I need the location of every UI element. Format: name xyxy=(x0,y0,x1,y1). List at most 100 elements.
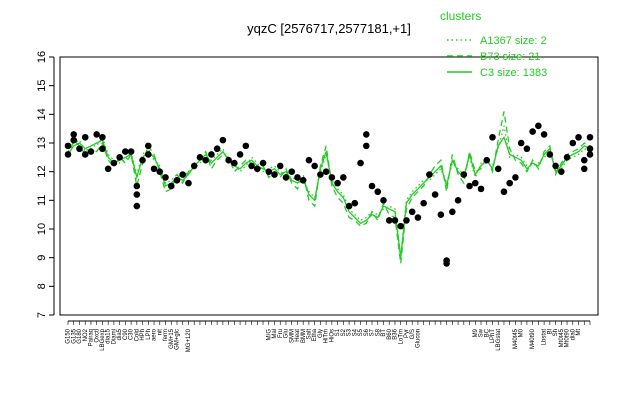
data-point xyxy=(477,185,485,193)
data-point xyxy=(403,217,410,224)
x-tick-label: B60 xyxy=(387,328,393,339)
x-tick-label: Sw xyxy=(479,328,485,337)
data-point xyxy=(368,182,376,190)
x-tick-label: BC xyxy=(484,328,490,337)
x-tick-label: HiOs xyxy=(329,329,335,342)
data-point xyxy=(64,151,72,158)
series-line xyxy=(67,111,591,264)
data-point xyxy=(156,168,164,175)
data-point xyxy=(586,145,594,153)
data-point xyxy=(569,139,577,147)
data-point xyxy=(185,179,192,187)
x-tick-label: Lbstat xyxy=(542,329,548,346)
x-tick-label: GM+glc xyxy=(175,329,181,350)
data-point xyxy=(460,171,468,178)
x-tick-label: dia15 xyxy=(106,328,112,343)
data-point xyxy=(500,188,508,196)
x-tick-label: C30 xyxy=(129,328,135,340)
data-point xyxy=(288,168,296,175)
x-tick-label: M0 xyxy=(519,328,525,337)
data-point xyxy=(523,145,531,153)
x-tick-label: G180 xyxy=(77,328,83,343)
x-tick-label: LBGexp xyxy=(100,328,106,350)
x-tick-label: C90 xyxy=(123,328,129,340)
data-point xyxy=(380,197,387,204)
data-point xyxy=(219,136,227,144)
data-point xyxy=(351,199,359,207)
data-point xyxy=(162,174,169,181)
legend-label: A1367 size: 2 xyxy=(480,35,547,47)
series-layer xyxy=(67,111,591,264)
data-point xyxy=(248,162,255,170)
data-point xyxy=(546,151,554,158)
x-tick-label: GM+15 xyxy=(169,328,175,349)
data-point xyxy=(145,142,152,150)
y-tick-label: 16 xyxy=(36,51,48,63)
x-tick-label: NO2 xyxy=(83,328,89,341)
x-tick-label: S3 xyxy=(347,328,353,336)
data-point xyxy=(357,159,364,167)
chart-title: yqzC [2576717,2577181,+1] xyxy=(247,21,411,36)
data-point xyxy=(317,171,324,178)
data-point xyxy=(305,156,313,164)
data-point xyxy=(449,208,456,216)
x-tick-label: Glu xyxy=(284,329,290,338)
x-tick-label: LPhT xyxy=(490,329,496,344)
x-axis: G150 G135 G180 NO2 Pairaq Oxctl LBGexp dia15 Dia… xyxy=(66,320,591,352)
x-tick-label: BMM xyxy=(301,329,307,343)
data-point xyxy=(471,179,479,187)
data-point xyxy=(391,217,399,224)
y-tick-label: 9 xyxy=(36,255,48,261)
data-point xyxy=(173,176,181,184)
x-tick-label: Gly xyxy=(318,329,324,338)
data-point xyxy=(294,174,301,181)
x-tick-label: G150 xyxy=(66,328,72,343)
y-tick-label: 15 xyxy=(36,80,48,92)
data-point xyxy=(81,151,89,158)
x-tick-label: LoTm xyxy=(398,329,404,344)
data-point xyxy=(408,208,416,216)
data-point xyxy=(397,222,405,230)
x-tick-label: M40t90 xyxy=(530,328,536,349)
y-tick-label: 7 xyxy=(36,312,48,318)
data-point xyxy=(276,162,284,170)
x-tick-label: Diami xyxy=(111,329,117,344)
data-point xyxy=(236,151,244,158)
data-point xyxy=(116,154,123,161)
x-tick-label: Bl xyxy=(547,329,553,334)
data-point xyxy=(420,199,427,207)
x-tick-label: LBGstat xyxy=(496,329,502,351)
data-point xyxy=(345,202,353,210)
data-point xyxy=(512,174,519,181)
data-point xyxy=(76,145,83,153)
data-point xyxy=(145,151,152,158)
legend: clusters A1367 size: 2 B73 size: 21 C3 siz… xyxy=(440,9,547,79)
data-point xyxy=(437,211,445,218)
x-tick-label: S5 xyxy=(358,328,364,336)
x-tick-label: Mt0t90 xyxy=(565,328,571,347)
x-tick-label: M9 xyxy=(473,328,479,337)
data-point xyxy=(110,159,118,167)
x-tick-label: S2 xyxy=(341,328,347,336)
data-point xyxy=(265,168,273,175)
x-tick-label: Mal xyxy=(272,329,278,339)
legend-label: B73 size: 21 xyxy=(480,51,541,63)
data-point xyxy=(414,214,422,221)
data-point xyxy=(540,131,548,138)
x-tick-label: M40t45 xyxy=(513,328,519,349)
data-point xyxy=(494,165,502,173)
x-tick-label: S1 xyxy=(335,328,341,336)
legend-label: C3 size: 1383 xyxy=(480,67,547,79)
data-point xyxy=(133,191,141,198)
x-tick-label: Heat xyxy=(295,329,301,342)
data-point xyxy=(586,151,594,158)
data-point xyxy=(253,165,261,173)
y-axis: 7 8 9 10 11 12 13 14 15 16 xyxy=(36,51,599,318)
data-point xyxy=(362,131,370,138)
data-point xyxy=(133,182,141,190)
data-point xyxy=(385,217,393,224)
data-point xyxy=(133,202,141,210)
data-point xyxy=(70,131,78,138)
x-tick-label: Sh xyxy=(553,329,559,336)
